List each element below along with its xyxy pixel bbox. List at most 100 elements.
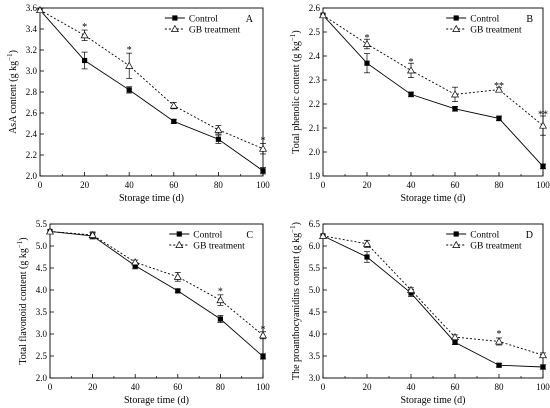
y-tick-label: 3.4	[26, 24, 38, 34]
y-tick-label: 2.4	[309, 51, 321, 61]
data-point-gb	[125, 61, 134, 69]
legend-label: GB treatment	[470, 242, 522, 252]
data-point-control	[132, 263, 138, 269]
y-tick-label: 3.6	[26, 3, 38, 13]
series-line	[49, 231, 264, 336]
data-point-gb	[538, 121, 548, 129]
data-point-gb	[362, 39, 372, 47]
legend-label: Control	[189, 15, 218, 25]
y-tick-label: 5.5	[309, 263, 321, 273]
legend-label: Control	[193, 231, 222, 241]
x-tick-label: 0	[38, 180, 43, 190]
data-point-control	[260, 353, 266, 360]
y-tick-label: 3.2	[26, 45, 37, 55]
data-point-control	[540, 163, 546, 169]
legend-marker	[452, 24, 461, 32]
data-point-gb	[173, 272, 182, 280]
legend-marker	[452, 240, 461, 248]
x-tick-label: 60	[451, 180, 461, 190]
data-point-gb	[80, 31, 89, 39]
legend-marker	[170, 24, 179, 32]
legend-label: Control	[470, 15, 499, 25]
panel-label: D	[526, 230, 533, 241]
y-tick-label: 5.5	[36, 219, 48, 229]
series-line	[39, 9, 264, 172]
y-tick-label: 2.1	[309, 123, 320, 133]
y-tick-label: 2.0	[309, 147, 321, 157]
data-point-gb	[258, 331, 268, 339]
x-axis-label: Storage time (d)	[124, 395, 189, 406]
y-tick-label: 3.0	[36, 329, 48, 339]
x-tick-label: 80	[495, 180, 505, 190]
y-axis-label: AsA content (g kg−1)	[6, 50, 19, 134]
panel-label: B	[526, 14, 533, 25]
y-tick-label: 5.0	[309, 285, 321, 295]
series-line	[322, 235, 544, 368]
y-tick-label: 3.5	[309, 351, 321, 361]
significance-mark: **	[494, 81, 504, 92]
data-point-gb	[494, 85, 504, 93]
data-point-gb	[450, 332, 460, 341]
panel-label: A	[246, 14, 254, 25]
y-tick-label: 2.6	[309, 3, 321, 13]
data-point-control	[496, 362, 502, 368]
data-point-control	[82, 57, 88, 64]
y-tick-label: 4.0	[36, 285, 48, 295]
data-point-control	[126, 87, 132, 93]
data-point-gb	[216, 296, 225, 304]
y-tick-label: 6.5	[309, 219, 321, 229]
significance-mark: *	[365, 33, 370, 44]
x-tick-label: 100	[256, 382, 270, 392]
x-tick-label: 20	[363, 180, 373, 190]
x-tick-label: 20	[363, 382, 373, 392]
y-axis-label: Total phenolic content (g kg−1)	[289, 30, 302, 153]
series-line	[49, 231, 264, 357]
series-line	[322, 14, 544, 167]
y-tick-label: 4.0	[309, 329, 321, 339]
y-tick-label: 1.9	[309, 171, 321, 181]
y-axis-label: The proanthocyanidins content (g kg−1)	[289, 222, 302, 380]
y-tick-label: 2.6	[26, 108, 38, 118]
y-axis-label: Total flavonoid content (g kg−1)	[16, 237, 29, 364]
data-point-control	[408, 91, 414, 97]
data-point-gb	[406, 285, 416, 293]
x-tick-label: 60	[173, 382, 183, 392]
significance-mark: *	[218, 286, 223, 297]
x-tick-label: 20	[80, 180, 90, 190]
series-line	[322, 14, 544, 126]
data-point-gb	[88, 230, 97, 238]
y-tick-label: 3.0	[309, 373, 321, 383]
legend-marker	[453, 231, 459, 237]
x-tick-label: 20	[88, 382, 98, 392]
data-point-gb	[406, 66, 416, 74]
y-tick-label: 5.0	[36, 241, 48, 251]
x-tick-label: 60	[169, 180, 179, 190]
y-tick-label: 3.5	[36, 307, 48, 317]
data-point-gb	[318, 231, 328, 239]
data-point-gb	[362, 239, 372, 247]
x-tick-label: 40	[407, 382, 417, 392]
data-point-gb	[214, 125, 223, 133]
x-axis-label: Storage time (d)	[401, 395, 466, 406]
data-point-gb	[450, 90, 460, 98]
y-tick-label: 2.5	[309, 27, 321, 37]
data-point-control	[408, 290, 414, 296]
data-point-gb	[131, 258, 140, 266]
legend-marker	[175, 240, 184, 248]
x-tick-label: 100	[536, 382, 550, 392]
significance-mark: *	[261, 135, 266, 146]
x-tick-label: 80	[216, 382, 226, 392]
significance-mark: *	[409, 57, 414, 68]
data-point-control	[171, 118, 177, 124]
chart-panel: 0 20 40 60 80 100 2.0 2.5 3.0 3.5 4.0 4.5 5.0 5.5 Stor…	[16, 219, 270, 406]
significance-mark: **	[538, 110, 548, 121]
x-tick-label: 40	[125, 180, 135, 190]
x-tick-label: 0	[48, 382, 53, 392]
legend-marker	[176, 231, 182, 237]
data-point-control	[364, 60, 370, 66]
data-point-control	[175, 288, 181, 294]
x-tick-label: 100	[256, 180, 270, 190]
data-point-control	[260, 168, 266, 174]
data-point-control	[540, 364, 546, 370]
x-tick-label: 80	[214, 180, 224, 190]
